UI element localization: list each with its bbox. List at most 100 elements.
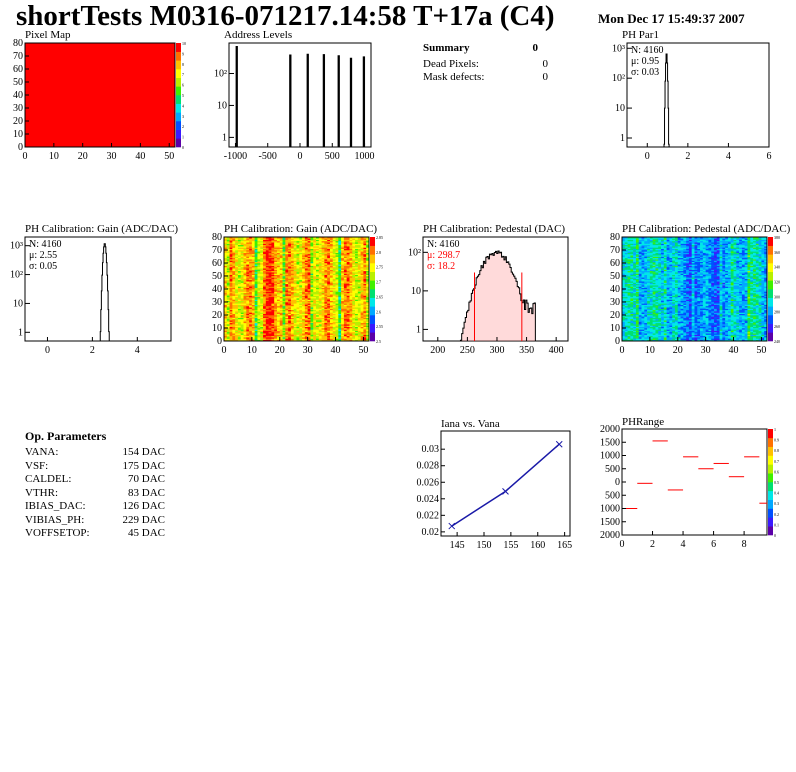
pedestal-map-cell (630, 295, 634, 298)
gain-map-cell (263, 279, 267, 282)
gain-map-cell (321, 238, 325, 240)
gain-map-cell (327, 300, 331, 303)
gain-map-cell (288, 309, 292, 312)
gain-map-cell (243, 335, 247, 338)
pedestal-map-cell (622, 317, 626, 320)
gain-map-cell (338, 320, 342, 322)
pedestal-map-cell (627, 239, 631, 242)
pedestal-map-cell (633, 337, 637, 339)
pedestal-map-cell (624, 325, 628, 327)
pedestal-map-cell (630, 317, 634, 320)
gain-map-cell (276, 257, 281, 260)
gain-map-cell (341, 315, 345, 317)
gain-map-cell (290, 251, 295, 253)
gain-hist-xtick-label: 0 (45, 345, 50, 356)
gain-map-cell (296, 308, 300, 311)
gain-map-cell (321, 264, 325, 266)
iana-vana-title: Iana vs. Vana (441, 418, 500, 430)
gain-map-cell (290, 308, 295, 311)
gain-map-cell (324, 321, 328, 324)
gain-map-cell (346, 320, 350, 322)
gain-map-cell (249, 285, 253, 287)
pedestal-map-cell (630, 281, 634, 283)
gain-map-cell (302, 238, 306, 240)
gain-map-cell (318, 256, 322, 259)
gain-map-colorbar-label: 2.7 (376, 280, 381, 285)
gain-map-cell (363, 331, 367, 334)
gain-map-cell (332, 242, 336, 244)
gain-map-cell (268, 289, 272, 291)
pedestal-map-cell (630, 302, 634, 304)
gain-map-cell (341, 247, 345, 249)
pedestal-map-cell (624, 311, 628, 313)
gain-map-cell (329, 246, 334, 248)
gain-map-cell (341, 240, 345, 243)
gain-map-xtick-label: 40 (331, 345, 341, 356)
gain-map-cell (355, 266, 359, 269)
pedestal-map-cell (633, 247, 637, 249)
gain-map-cell (366, 273, 370, 275)
gain-map-cell (355, 292, 359, 295)
gain-map-cell (229, 273, 233, 275)
gain-map-cell (332, 315, 336, 317)
gain-map-cell (299, 252, 303, 255)
gain-map-cell (282, 264, 286, 266)
gain-map-cell (260, 311, 264, 313)
gain-map-cell (324, 263, 328, 265)
gain-map-cell (257, 294, 261, 296)
gain-map-cell (254, 277, 258, 279)
gain-map-cell (324, 337, 328, 339)
gain-map-cell (321, 316, 325, 318)
gain-map-cell (321, 312, 325, 314)
gain-map-cell (254, 294, 258, 296)
pedestal-map-cell (630, 292, 634, 295)
gain-map-cell (293, 248, 297, 251)
gain-map-cell (240, 287, 244, 290)
gain-map-cell (235, 279, 239, 282)
gain-map-cell (329, 273, 334, 275)
gain-map-cell (324, 277, 328, 279)
gain-map-cell (263, 303, 267, 305)
gain-map-cell (249, 270, 253, 273)
gain-map-cell (310, 265, 314, 268)
gain-map-cell (276, 311, 281, 313)
gain-map-cell (257, 238, 261, 240)
gain-map-cell (338, 326, 342, 329)
gain-map-cell (249, 329, 253, 331)
gain-map-cell (338, 315, 342, 317)
ph-par1-stat-mu: μ: 0.95 (631, 56, 659, 67)
gain-map-cell (268, 330, 272, 333)
gain-map-cell (288, 240, 292, 243)
gain-map-cell (251, 290, 255, 292)
gain-map-cell (349, 259, 353, 261)
gain-map-cell (324, 315, 328, 317)
pedestal-map-cell (630, 337, 634, 339)
gain-map-cell (316, 246, 320, 248)
gain-map-cell (313, 261, 317, 264)
gain-map-cell (310, 277, 314, 279)
pedestal-map-cell (635, 307, 640, 309)
gain-map-cell (335, 253, 339, 256)
gain-map-cell (310, 283, 314, 286)
pedestal-map-cell (633, 296, 637, 299)
gain-map-cell (355, 281, 359, 283)
gain-map-cell (249, 274, 253, 277)
dead-pixels-label: Dead Pixels: (423, 58, 479, 70)
pedestal-map-cell (622, 324, 626, 326)
gain-map-cell (232, 289, 236, 291)
gain-map-cell (243, 256, 247, 259)
gain-map-cell (235, 295, 239, 298)
gain-map-cell (249, 259, 253, 261)
gain-map-cell (346, 250, 350, 252)
gain-map-cell (341, 300, 345, 303)
gain-map-cell (313, 263, 317, 265)
gain-map-cell (352, 252, 356, 255)
gain-map-cell (240, 244, 244, 247)
gain-map-cell (360, 251, 364, 253)
gain-map-cell (332, 246, 336, 248)
gain-map-cell (251, 272, 255, 274)
gain-map-cell (335, 257, 339, 260)
gain-map-cell (363, 328, 367, 330)
gain-map-cell (226, 311, 230, 313)
gain-map-cell (346, 338, 350, 340)
